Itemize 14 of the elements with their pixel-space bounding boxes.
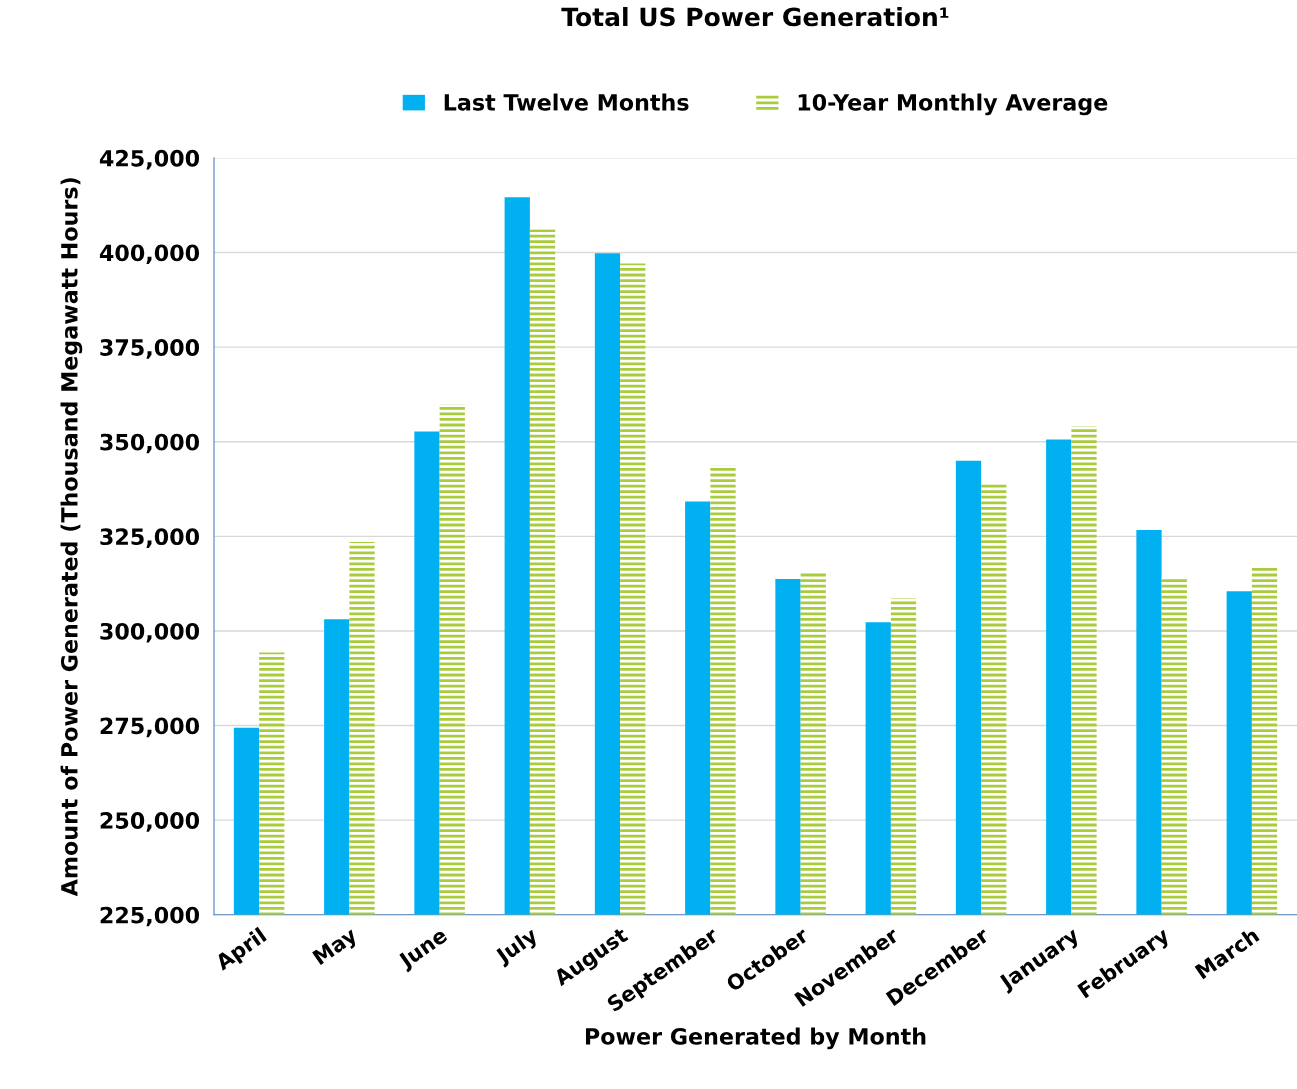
y-tick-label: 375,000: [100, 339, 200, 359]
y-tick-label: 400,000: [99, 244, 200, 265]
y-tick-label: 225,000: [100, 906, 200, 927]
y-tick-label: 325,000: [100, 528, 200, 548]
legend-label: Last Twelve Months: [444, 93, 689, 111]
y-tick-label: 350,000: [100, 433, 200, 454]
legend-label: 10-Year Monthly Average: [798, 93, 1108, 116]
y-tick-label: 425,000: [99, 149, 200, 170]
x-axis-title: Power Generated by Month: [585, 1027, 926, 1050]
chart-title: Total US Power Generation¹: [561, 6, 949, 27]
y-tick-label: 250,000: [100, 812, 200, 832]
y-tick-label: 300,000: [100, 622, 200, 643]
y-axis-title: Amount of Power Generated (Thousand Megawatt Hours): [60, 178, 83, 897]
y-tick-label: 275,000: [100, 717, 200, 738]
